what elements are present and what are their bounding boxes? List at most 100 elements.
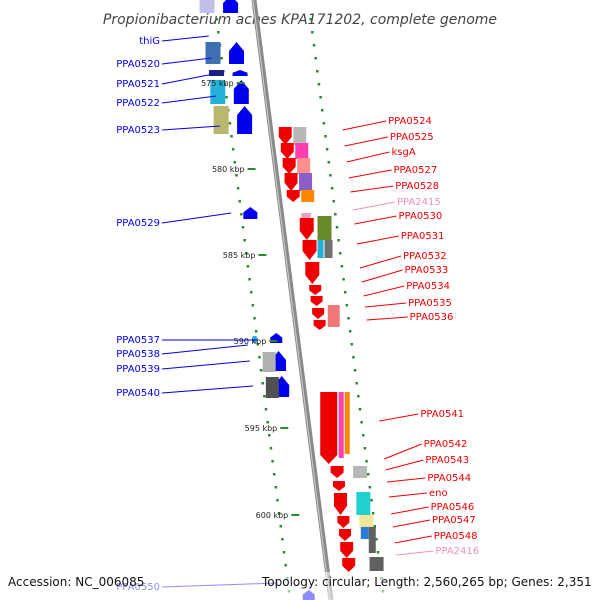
gene-domain-box bbox=[353, 466, 368, 478]
genome-backbone bbox=[251, 0, 334, 600]
plus-strand-gene-arrow bbox=[243, 207, 258, 219]
right-leader-line bbox=[354, 215, 397, 225]
right-gene-label: PPA0542 bbox=[424, 439, 468, 450]
minus-strand-gene-arrow bbox=[299, 218, 314, 240]
gene-domain-box bbox=[324, 240, 333, 258]
guide-dot-left bbox=[271, 460, 274, 463]
guide-dot-right bbox=[322, 122, 326, 125]
guide-dot-left bbox=[254, 330, 258, 333]
right-gene-label: PPA0524 bbox=[388, 116, 432, 127]
right-gene-label: PPA0532 bbox=[403, 251, 447, 262]
right-gene-label: PPA0546 bbox=[431, 502, 475, 513]
guide-dot-right bbox=[337, 239, 340, 242]
minus-strand-gene-arrow bbox=[333, 493, 347, 515]
guide-dot-left bbox=[215, 18, 218, 21]
right-gene-labels: PPA0524 PPA0525 ksgA PPA0527 PPA0528 PPA2415 P… bbox=[342, 116, 479, 557]
guide-dot-left bbox=[249, 291, 253, 294]
right-leader-line bbox=[388, 492, 428, 498]
minus-strand-gene-arrow bbox=[340, 542, 354, 558]
right-gene-label: PPA0534 bbox=[406, 281, 450, 292]
left-leader-line bbox=[161, 344, 248, 355]
guide-dot-right bbox=[350, 343, 354, 346]
left-leader-line bbox=[161, 35, 209, 42]
guide-dot-right bbox=[375, 538, 378, 541]
guide-dot-left bbox=[264, 408, 268, 411]
backbone-highlight bbox=[252, 0, 331, 600]
left-gene-label: PPA0529 bbox=[116, 218, 160, 229]
right-leader-line bbox=[396, 550, 434, 556]
scale-tick-label: 590 kbp bbox=[234, 337, 267, 346]
right-leader-line bbox=[359, 255, 402, 269]
plus-strand-gene-arrow bbox=[232, 70, 248, 76]
right-leader-line bbox=[394, 535, 432, 544]
guide-dot-left bbox=[245, 252, 248, 255]
gene-domain-box bbox=[344, 392, 350, 454]
guide-dot-left bbox=[235, 174, 238, 177]
left-gene-label: PPA0522 bbox=[116, 98, 160, 109]
plus-strand-gene-arrow bbox=[233, 80, 249, 104]
guide-dot-left bbox=[251, 304, 255, 307]
guide-dot-left bbox=[230, 135, 233, 138]
guide-dot-right bbox=[363, 447, 367, 450]
gene-domain-box bbox=[327, 305, 340, 327]
gene-domain-box bbox=[297, 158, 311, 174]
gene-domain-box bbox=[360, 527, 369, 539]
gene-domain-box bbox=[359, 515, 374, 527]
scale-tick-label: 585 kbp bbox=[223, 251, 256, 260]
minus-strand-gene-arrow bbox=[309, 285, 322, 295]
right-gene-label: PPA0544 bbox=[427, 473, 471, 484]
right-gene-label: PPA0528 bbox=[395, 181, 439, 192]
right-leader-line bbox=[363, 285, 405, 297]
gene-domain-box bbox=[368, 527, 376, 553]
guide-dot-left bbox=[228, 122, 232, 125]
left-gene-label: PPA0540 bbox=[116, 388, 160, 399]
gene-domain-box bbox=[338, 392, 344, 458]
guide-dot-left bbox=[238, 200, 241, 203]
guide-dot-left bbox=[274, 486, 278, 489]
minus-strand-gene-arrow bbox=[284, 173, 298, 191]
minus-strand-gene-arrow bbox=[280, 143, 294, 159]
guide-dot-right bbox=[334, 213, 337, 216]
guide-dot-left bbox=[263, 395, 266, 398]
scale-tick-label: 575 kbp bbox=[201, 79, 234, 88]
minus-strand-gene-arrow bbox=[305, 262, 320, 284]
guide-dot-right bbox=[340, 265, 344, 268]
minus-strand-gene-arrow bbox=[313, 320, 326, 330]
right-gene-label: PPA2416 bbox=[435, 546, 479, 557]
minus-strand-gene-arrow bbox=[310, 296, 323, 306]
gene-domain-box bbox=[205, 42, 221, 64]
left-gene-labels: thiG PPA0520 PPA0521 PPA0522 PPA0523 PPA0529 P… bbox=[116, 35, 278, 593]
guide-dot-right bbox=[366, 473, 370, 476]
gene-domain-box bbox=[317, 216, 332, 240]
left-leader-line bbox=[161, 385, 254, 394]
left-gene-label: PPA0520 bbox=[116, 59, 160, 70]
guide-dot-right bbox=[368, 486, 372, 489]
right-gene-label: PPA0530 bbox=[399, 211, 443, 222]
map-title: Propionibacterium acnes KPA171202, compl… bbox=[103, 12, 497, 28]
minus-strand-gene-arrow bbox=[282, 158, 296, 174]
right-gene-label: PPA0535 bbox=[408, 298, 452, 309]
topology-text: Topology: circular; Length: 2,560,265 bp… bbox=[261, 575, 592, 589]
guide-dot-left bbox=[217, 31, 220, 34]
right-leader-line bbox=[385, 459, 424, 471]
guide-dot-right bbox=[353, 369, 357, 372]
guide-dot-left bbox=[225, 96, 228, 99]
right-leader-line bbox=[352, 201, 396, 211]
guide-dot-right bbox=[314, 57, 317, 60]
gene-domain-box bbox=[356, 492, 371, 515]
guide-dot-left bbox=[279, 525, 283, 528]
guide-dot-right bbox=[343, 291, 347, 294]
scale-tick-label: 595 kbp bbox=[245, 424, 278, 433]
right-gene-label: PPA0547 bbox=[432, 515, 476, 526]
right-leader-line bbox=[364, 302, 407, 308]
right-leader-line bbox=[350, 185, 394, 193]
guide-dot-right bbox=[317, 83, 321, 86]
minus-strand-gene-arrow bbox=[312, 308, 325, 319]
left-gene-label: PPA0523 bbox=[116, 125, 160, 136]
gene-domain-box bbox=[213, 106, 229, 134]
guide-dot-left bbox=[256, 343, 260, 346]
guide-dot-right bbox=[311, 31, 314, 34]
guide-dot-right bbox=[348, 330, 352, 333]
right-gene-label: eno bbox=[429, 488, 448, 499]
guide-dot-left bbox=[240, 213, 243, 216]
